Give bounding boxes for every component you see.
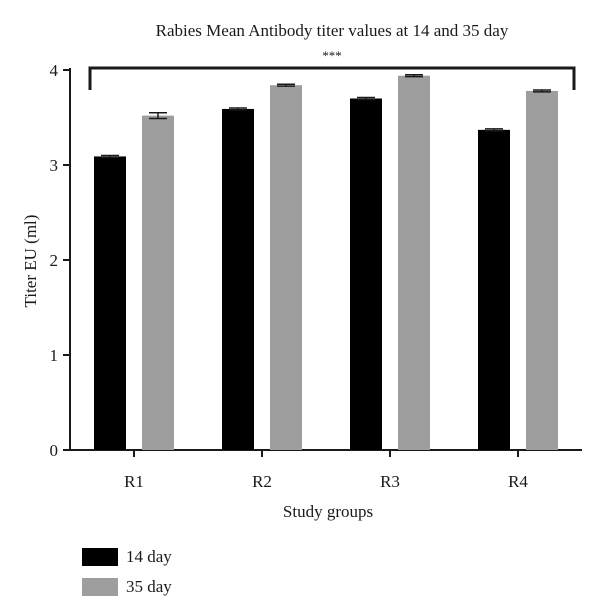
legend-item-14-day: 14 day [82,542,172,572]
bar-r2-series-0 [222,108,254,450]
legend-label-35-day: 35 day [126,577,172,596]
y-tick-label: 4 [50,61,59,80]
x-tick-label-r3: R3 [380,472,400,491]
significance-annotation: *** [322,48,342,63]
y-tick-label: 3 [50,156,59,175]
x-tick-label-r2: R2 [252,472,272,491]
y-tick-label: 0 [50,441,59,460]
x-tick-label-r4: R4 [508,472,528,491]
bar-r1-series-1 [142,115,174,450]
chart-title: Rabies Mean Antibody titer values at 14 … [156,21,509,40]
y-tick-label: 2 [50,251,59,270]
legend-label-14-day: 14 day [126,547,172,566]
legend-item-35-day: 35 day [82,572,172,602]
bar-r4-series-1 [526,90,558,451]
bar-r3-series-1 [398,75,430,450]
x-tick-label-r1: R1 [124,472,144,491]
bar-r1-series-0 [94,156,126,450]
chart-marks: 0 1 2 3 4 R1 R2 R3 R4 [50,61,582,491]
bar-r4-series-0 [478,129,510,450]
bar-r3-series-0 [350,98,382,450]
legend: 14 day 35 day [82,542,172,602]
significance-bracket [88,66,576,90]
legend-swatch-35-day [82,578,118,596]
bar-r2-series-1 [270,85,302,450]
chart: Rabies Mean Antibody titer values at 14 … [21,21,582,521]
legend-swatch-14-day [82,548,118,566]
y-axis-label: Titer EU (ml) [21,215,40,308]
x-axis-label: Study groups [283,502,373,521]
y-tick-label: 1 [50,346,59,365]
